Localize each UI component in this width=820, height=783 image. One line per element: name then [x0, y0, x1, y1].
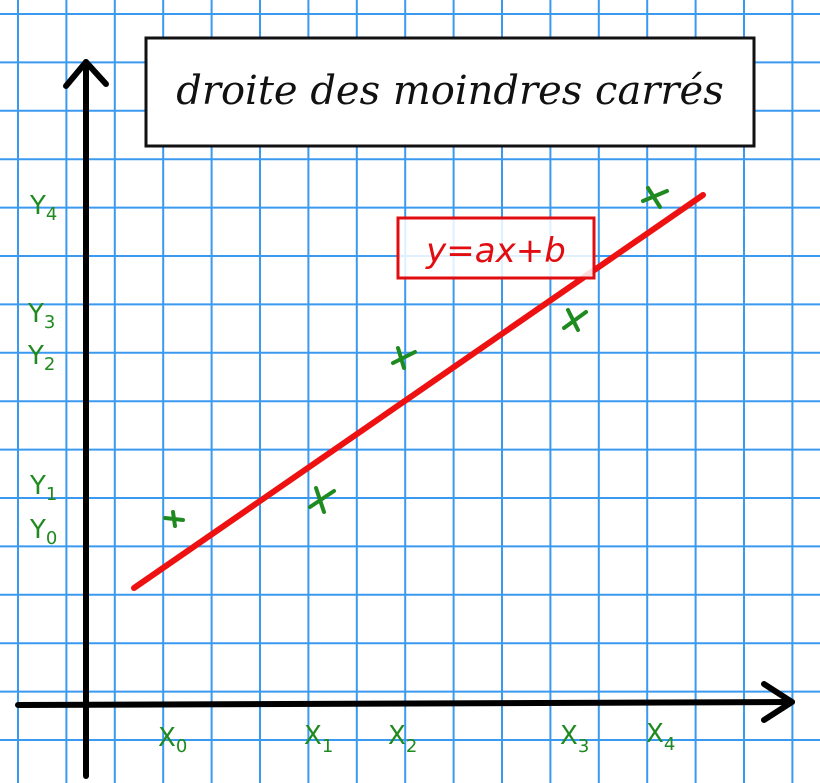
y-axis-arrow-icon: [63, 59, 109, 89]
x-axis-arrow-icon: [761, 681, 795, 723]
data-point-0: [163, 510, 185, 528]
regression-line: [131, 192, 706, 591]
y-label-1: Y1: [29, 471, 57, 505]
data-point-3: [562, 308, 588, 332]
y-label-3: Y3: [27, 299, 55, 333]
data-point-1: [308, 486, 336, 514]
x-label-3: X3: [560, 721, 589, 757]
equation-box: y=ax+b: [396, 216, 596, 280]
diagram-title: droite des moindres carrés: [176, 68, 723, 114]
x-axis: [15, 681, 795, 723]
x-label-0: X0: [158, 723, 187, 757]
y-label-2: Y2: [27, 341, 55, 375]
x-label-4: X4: [646, 719, 675, 755]
data-point-2: [391, 346, 417, 370]
x-label-1: X1: [304, 721, 333, 757]
x-label-2: X2: [388, 721, 417, 757]
y-label-0: Y0: [29, 515, 57, 549]
y-axis: [63, 59, 109, 779]
title-box: droite des moindres carrés: [144, 36, 756, 148]
data-point-4: [641, 186, 669, 209]
equation-label: y=ax+b: [425, 231, 566, 271]
y-labels: Y4 Y3 Y2 Y1 Y0: [27, 191, 57, 549]
x-labels: X0 X1 X2 X3 X4: [158, 719, 675, 757]
data-points: [163, 186, 669, 528]
y-label-4: Y4: [29, 191, 57, 225]
